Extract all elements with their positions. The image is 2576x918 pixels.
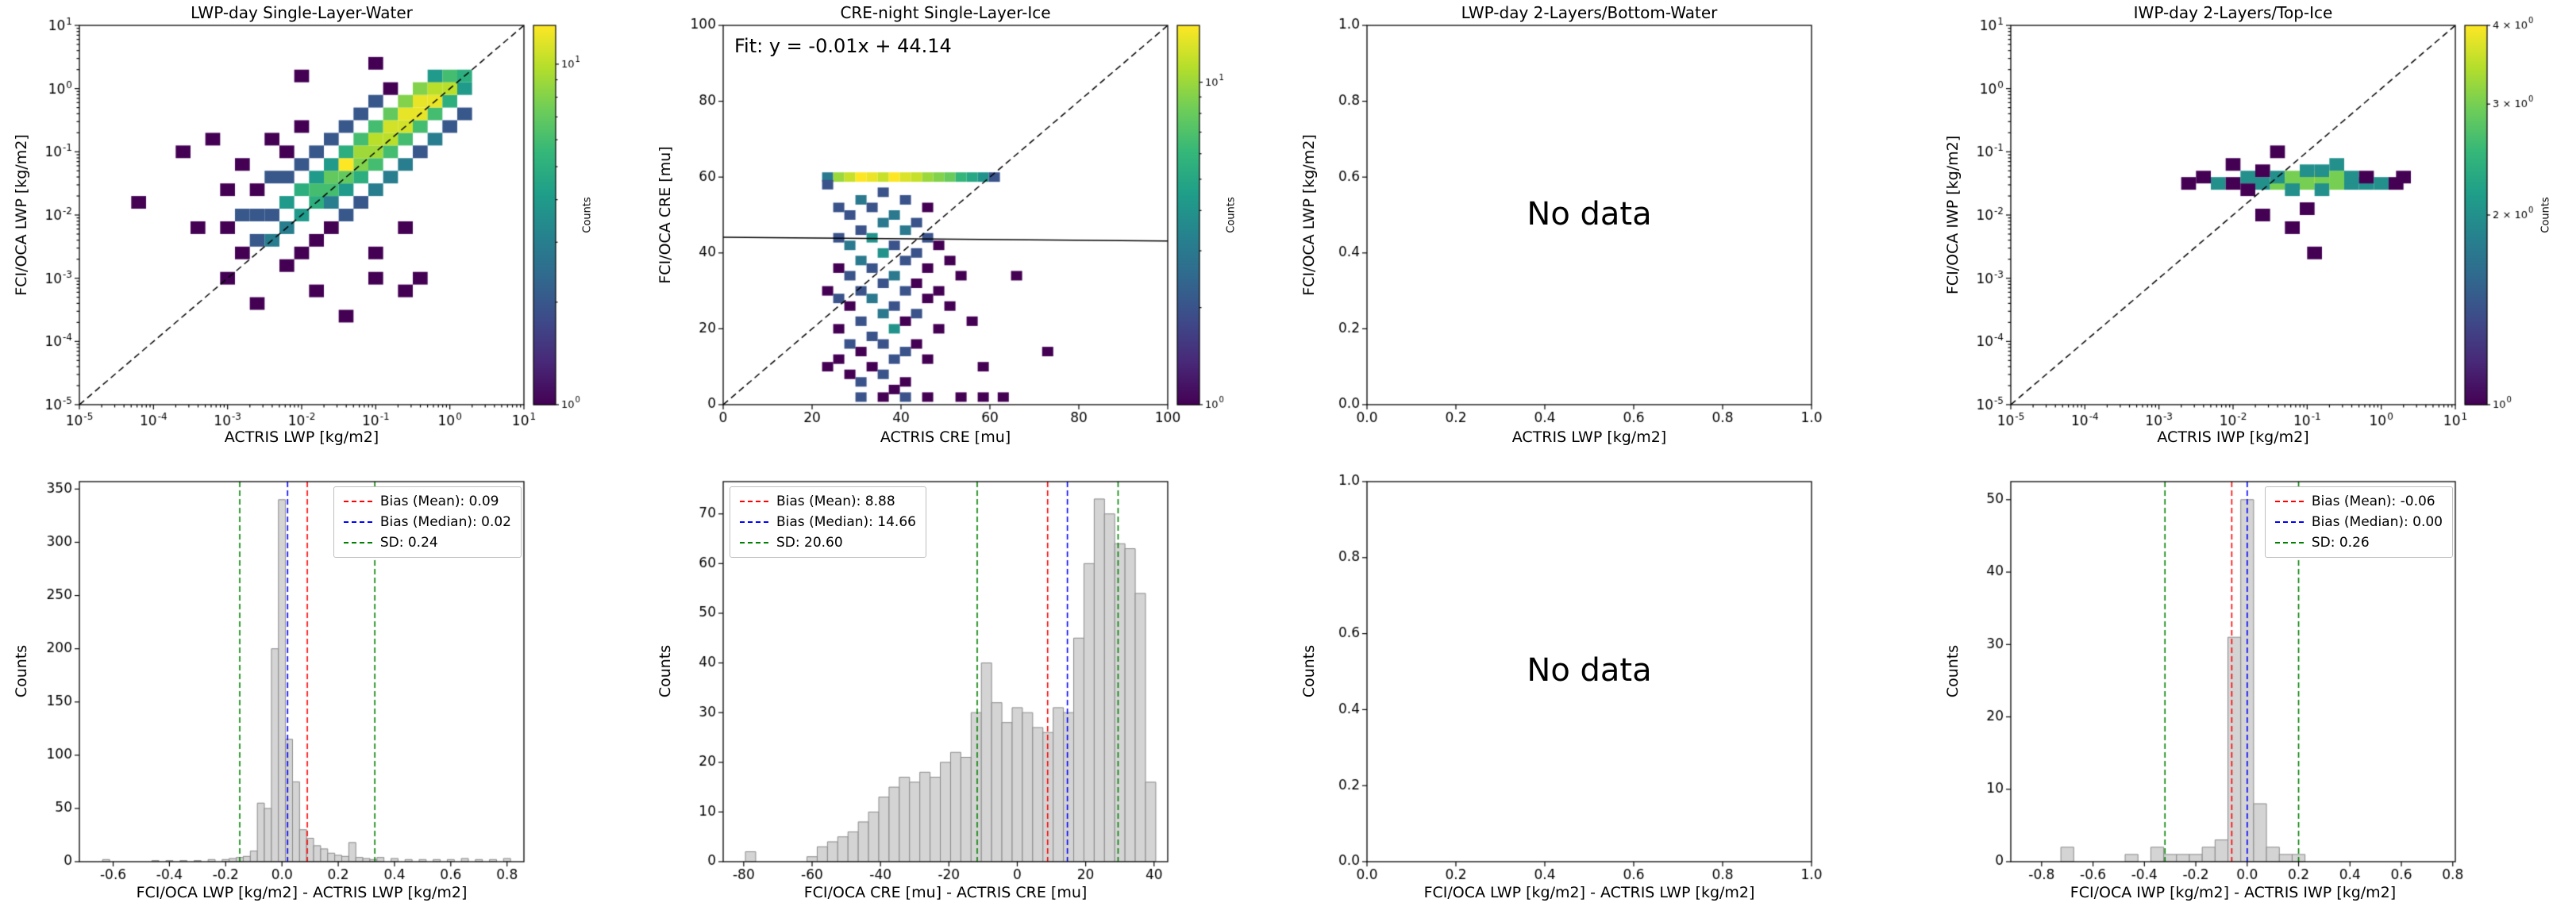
legend-label: Bias (Median): 14.66 (776, 514, 916, 530)
subplot-cre-night-single-layer-ice: CRE-night Single-Layer-Ice FCI/OCA CRE [… (644, 0, 1288, 459)
median-dashed-line-swatch (740, 521, 768, 523)
subplot-title: IWP-day 2-Layers/Top-Ice (2133, 3, 2333, 22)
mean-dashed-line-swatch (740, 501, 768, 502)
histogram-lwp-2-layers-bottom-water: Counts FCI/OCA LWP [kg/m2] - ACTRIS LWP … (1288, 459, 1931, 918)
subplot-iwp-day-2-layers-top-ice: IWP-day 2-Layers/Top-Ice FCI/OCA IWP [kg… (1931, 0, 2576, 459)
sd-dashed-line-swatch (2274, 542, 2304, 544)
histogram-lwp-single-layer-water: Counts FCI/OCA LWP [kg/m2] - ACTRIS LWP … (0, 459, 644, 918)
legend-item-mean: Bias (Mean): -0.06 (2274, 494, 2443, 509)
legend: Bias (Mean): 0.09 Bias (Median): 0.02 SD… (333, 486, 522, 558)
histogram-cre-single-layer-ice: Counts FCI/OCA CRE [mu] - ACTRIS CRE [mu… (644, 459, 1288, 918)
density-plot-canvas (644, 0, 1288, 459)
x-axis-label: ACTRIS LWP [kg/m2] (1511, 428, 1667, 446)
fit-equation-text: Fit: y = -0.01x + 44.14 (734, 35, 952, 57)
y-axis-label: Counts (1300, 644, 1318, 698)
legend-label: SD: 0.24 (379, 535, 438, 551)
empty-plot-canvas (1288, 459, 1931, 918)
legend-item-mean: Bias (Mean): 0.09 (343, 494, 511, 509)
x-axis-label: FCI/OCA LWP [kg/m2] - ACTRIS LWP [kg/m2] (1423, 884, 1755, 901)
subplot-lwp-day-single-layer-water: LWP-day Single-Layer-Water FCI/OCA LWP [… (0, 0, 644, 459)
x-axis-label: ACTRIS CRE [mu] (880, 428, 1011, 446)
median-dashed-line-swatch (2274, 521, 2304, 523)
subplot-lwp-day-2-layers-bottom-water: LWP-day 2-Layers/Bottom-Water FCI/OCA LW… (1288, 0, 1931, 459)
colorbar-label: Counts (1225, 197, 1238, 233)
median-dashed-line-swatch (343, 521, 372, 523)
legend-label: Bias (Mean): 0.09 (379, 494, 499, 509)
subplot-title: LWP-day 2-Layers/Bottom-Water (1461, 3, 1718, 22)
histogram-iwp-2-layers-top-ice: Counts FCI/OCA IWP [kg/m2] - ACTRIS IWP … (1931, 459, 2576, 918)
x-axis-label: FCI/OCA IWP [kg/m2] - ACTRIS IWP [kg/m2] (2070, 884, 2397, 901)
colorbar-label: Counts (2539, 197, 2552, 233)
legend-item-mean: Bias (Mean): 8.88 (740, 494, 916, 509)
legend-item-sd: SD: 0.26 (2274, 535, 2443, 551)
y-axis-label: Counts (13, 644, 30, 698)
subplot-title: CRE-night Single-Layer-Ice (840, 3, 1051, 22)
legend-label: SD: 20.60 (776, 535, 843, 551)
no-data-text: No data (1527, 652, 1652, 689)
no-data-text: No data (1527, 196, 1652, 232)
x-axis-label: FCI/OCA CRE [mu] - ACTRIS CRE [mu] (803, 884, 1088, 901)
empty-plot-canvas (1288, 0, 1931, 459)
sd-dashed-line-swatch (343, 542, 372, 544)
legend-item-sd: SD: 20.60 (740, 535, 916, 551)
x-axis-label: ACTRIS IWP [kg/m2] (2157, 428, 2309, 446)
y-axis-label: Counts (1944, 644, 1962, 698)
legend-item-median: Bias (Median): 0.00 (2274, 514, 2443, 530)
histogram-canvas (1931, 459, 2576, 918)
legend-label: Bias (Mean): -0.06 (2311, 494, 2435, 509)
legend-label: SD: 0.26 (2311, 535, 2370, 551)
legend-label: Bias (Mean): 8.88 (776, 494, 895, 509)
x-axis-label: ACTRIS LWP [kg/m2] (224, 428, 379, 446)
subplot-title: LWP-day Single-Layer-Water (191, 3, 413, 22)
y-axis-label: FCI/OCA LWP [kg/m2] (13, 134, 30, 296)
density-plot-canvas (1931, 0, 2576, 459)
y-axis-label: Counts (657, 644, 674, 698)
mean-dashed-line-swatch (2274, 501, 2304, 502)
y-axis-label: FCI/OCA CRE [mu] (657, 146, 674, 284)
legend: Bias (Mean): 8.88 Bias (Median): 14.66 S… (730, 486, 926, 558)
legend-item-median: Bias (Median): 14.66 (740, 514, 916, 530)
legend-item-sd: SD: 0.24 (343, 535, 511, 551)
histogram-canvas (0, 459, 644, 918)
legend-label: Bias (Median): 0.00 (2311, 514, 2443, 530)
legend: Bias (Mean): -0.06 Bias (Median): 0.00 S… (2264, 486, 2453, 558)
y-axis-label: FCI/OCA LWP [kg/m2] (1300, 134, 1318, 296)
legend-item-median: Bias (Median): 0.02 (343, 514, 511, 530)
x-axis-label: FCI/OCA LWP [kg/m2] - ACTRIS LWP [kg/m2] (136, 884, 468, 901)
colorbar-label: Counts (581, 197, 594, 233)
legend-label: Bias (Median): 0.02 (379, 514, 511, 530)
mean-dashed-line-swatch (343, 501, 372, 502)
y-axis-label: FCI/OCA IWP [kg/m2] (1944, 135, 1962, 295)
density-plot-canvas (0, 0, 644, 459)
sd-dashed-line-swatch (740, 542, 768, 544)
